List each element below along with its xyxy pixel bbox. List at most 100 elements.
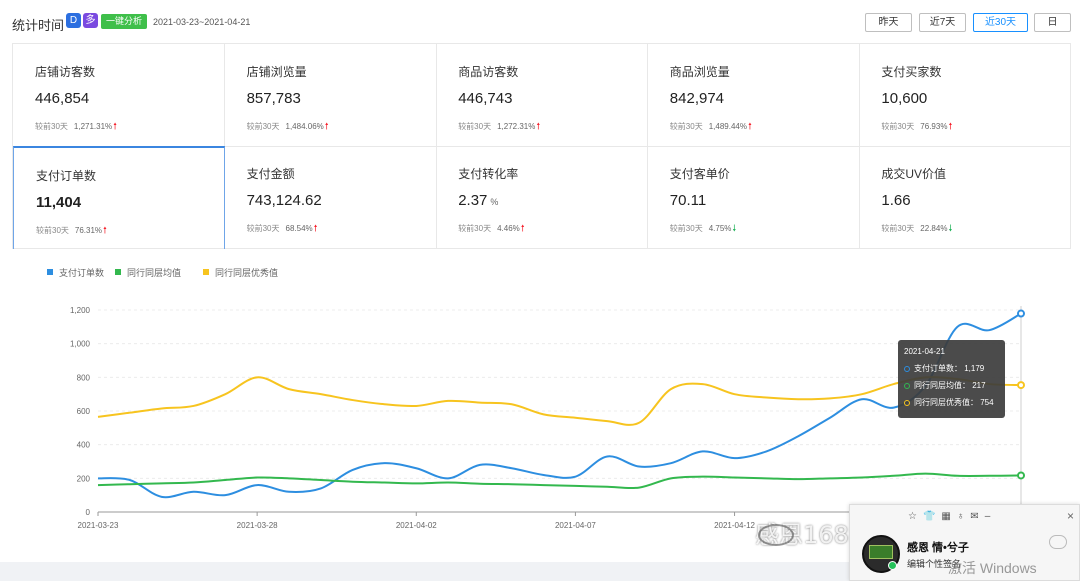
metric-change-pct: 1,271.31% [73, 122, 113, 131]
metric-compare-label: 较前30天 [669, 224, 703, 233]
app-icon-duo[interactable]: 多 [83, 13, 98, 28]
arrow-down-icon: 🠗 [732, 223, 737, 233]
metric-label: 支付买家数 [881, 65, 942, 79]
metric-label: 支付金额 [246, 167, 295, 181]
metric-number: 743,124.62 [246, 192, 322, 209]
metric-card[interactable]: 支付买家数 10,600 较前30天 76.93%🠕 [859, 44, 1072, 147]
arrow-up-icon: 🠕 [520, 223, 525, 233]
metric-value: 2.37% [458, 192, 498, 209]
page-title: 统计时间 [12, 18, 65, 33]
metric-compare: 较前30天 1,272.31%🠕 [458, 119, 540, 135]
shirt-icon[interactable]: 👕 [922, 511, 942, 522]
series-line [97, 376, 1022, 426]
y-tick-label: 1,000 [70, 340, 91, 349]
metric-change-pct: 1,272.31% [497, 122, 536, 131]
range-7days-button[interactable]: 近7天 [919, 13, 966, 32]
x-tick-label: 2021-04-07 [555, 521, 596, 530]
arrow-up-icon: 🠕 [103, 225, 107, 235]
metric-number: 446,743 [458, 90, 513, 107]
tooltip-marker [904, 383, 910, 389]
y-tick-label: 400 [77, 441, 91, 450]
metric-number: 70.11 [669, 192, 707, 209]
metric-label: 成交UV价值 [881, 167, 947, 181]
metric-label: 支付转化率 [458, 167, 519, 181]
metrics-grid: 店铺访客数 446,854 较前30天 1,271.31%🠕 店铺浏览量 857,783 较… [12, 43, 1072, 249]
x-tick-label: 2021-04-12 [714, 521, 755, 530]
metric-card[interactable]: 支付金额 743,124.62 较前30天 68.54%🠕 [225, 146, 437, 249]
metric-compare-label: 较前30天 [36, 226, 69, 235]
legend-swatch [47, 269, 53, 275]
tooltip-value: 217 [972, 381, 986, 390]
tooltip-marker [904, 400, 910, 406]
metric-number: 857,783 [246, 90, 301, 107]
series-point [1017, 309, 1025, 318]
arrow-up-icon: 🠕 [536, 121, 541, 131]
metric-value: 70.11 [670, 192, 709, 209]
metric-compare: 较前30天 4.46%🠕 [458, 221, 524, 237]
metric-compare-label: 较前30天 [458, 122, 492, 131]
metric-value: 11,404 [36, 194, 84, 211]
metric-compare-label: 较前30天 [246, 224, 280, 233]
metric-number: 11,404 [36, 194, 82, 211]
x-tick-label: 2021-03-28 [237, 521, 278, 530]
metric-value: 446,854 [35, 90, 92, 107]
range-yesterday-button[interactable]: 昨天 [865, 13, 912, 32]
star-icon[interactable]: ☆ [908, 511, 923, 522]
close-icon[interactable]: × [1066, 509, 1074, 523]
bag-icon[interactable]: ♁ [956, 511, 971, 522]
tooltip-row: 同行同层优秀值： 754 [904, 397, 999, 408]
metric-card[interactable]: 店铺访客数 446,854 较前30天 1,271.31%🠕 [13, 44, 225, 147]
metric-number: 1.66 [881, 192, 911, 209]
metric-compare: 较前30天 22.84%🠗 [881, 221, 952, 237]
range-30days-button[interactable]: 近30天 [973, 13, 1028, 32]
metric-card[interactable]: 商品浏览量 842,974 较前30天 1,489.44%🠕 [647, 44, 860, 147]
metric-card[interactable]: 支付转化率 2.37% 较前30天 4.46%🠕 [436, 146, 649, 249]
chat-user-name: 感恩 情•兮子 [907, 542, 969, 554]
metric-card[interactable]: 商品访客数 446,743 较前30天 1,272.31%🠕 [436, 44, 649, 147]
metric-card[interactable]: 支付客单价 70.11 较前30天 4.75%🠗 [648, 146, 860, 249]
series-point [1017, 381, 1025, 390]
metric-compare-label: 较前30天 [881, 224, 915, 233]
legend-swatch [115, 269, 121, 275]
metric-value: 1.66 [881, 192, 913, 209]
metric-card[interactable]: 店铺浏览量 857,783 较前30天 1,484.06%🠕 [224, 44, 437, 147]
app-root: 统计时间 D 多 一键分析 2021-03-23~2021-04-21 昨天 近… [0, 0, 1080, 562]
metric-card[interactable]: 支付订单数 11,404 较前30天 76.31%🠕 [13, 146, 225, 249]
tooltip-value: 754 [980, 398, 994, 407]
tooltip-series-name: 同行同层均值 [914, 381, 962, 390]
metric-change-pct: 1,489.44% [708, 122, 747, 131]
arrow-down-icon: 🠗 [948, 223, 953, 233]
tooltip-series-name: 支付订单数 [914, 364, 954, 373]
chart-tooltip: 2021-04-21 支付订单数： 1,179 同行同层均值： 217 同行同层优秀… [898, 340, 1005, 418]
tooltip-row: 支付订单数： 1,179 [904, 363, 999, 374]
grid-icon[interactable]: ▦ [941, 511, 957, 522]
metric-change-pct: 4.46% [497, 224, 520, 233]
y-tick-label: 600 [77, 407, 91, 416]
metric-card[interactable]: 成交UV价值 1.66 较前30天 22.84%🠗 [859, 146, 1071, 249]
metric-compare-label: 较前30天 [35, 122, 68, 131]
metric-number: 842,974 [669, 90, 725, 107]
metric-compare-label: 较前30天 [881, 122, 915, 131]
chat-bubble-icon[interactable] [1049, 535, 1067, 549]
mail-icon[interactable]: ✉ [970, 511, 985, 522]
metric-unit: % [490, 197, 499, 207]
legend-item[interactable]: 同行同层均值 [115, 266, 181, 279]
legend-item[interactable]: 同行同层优秀值 [203, 266, 278, 279]
range-day-button[interactable]: 日 [1034, 13, 1071, 32]
metric-compare: 较前30天 1,484.06%🠕 [247, 119, 329, 135]
line-chart: 0 200 400 600 800 1,000 1,200 2021-03-23 2021-03… [70, 306, 1025, 530]
metric-change-pct: 4.75% [708, 224, 732, 233]
chat-signature[interactable]: 编辑个性签名 [907, 559, 962, 569]
one-key-analysis-button[interactable]: 一键分析 [101, 14, 148, 29]
legend-item[interactable]: 支付订单数 [47, 266, 104, 279]
app-icon-d[interactable]: D [66, 13, 81, 28]
chat-toolbar: ☆👕▦♁✉– [908, 511, 996, 522]
y-tick-label: 800 [77, 373, 91, 382]
metric-compare: 较前30天 1,271.31%🠕 [35, 119, 117, 135]
y-tick-label: 0 [86, 508, 91, 517]
watermark-logo-icon [758, 524, 794, 546]
minimize-icon[interactable]: – [984, 511, 997, 522]
metric-label: 店铺访客数 [35, 65, 96, 79]
metric-value: 857,783 [247, 90, 304, 107]
metric-compare: 较前30天 76.93%🠕 [881, 119, 952, 135]
